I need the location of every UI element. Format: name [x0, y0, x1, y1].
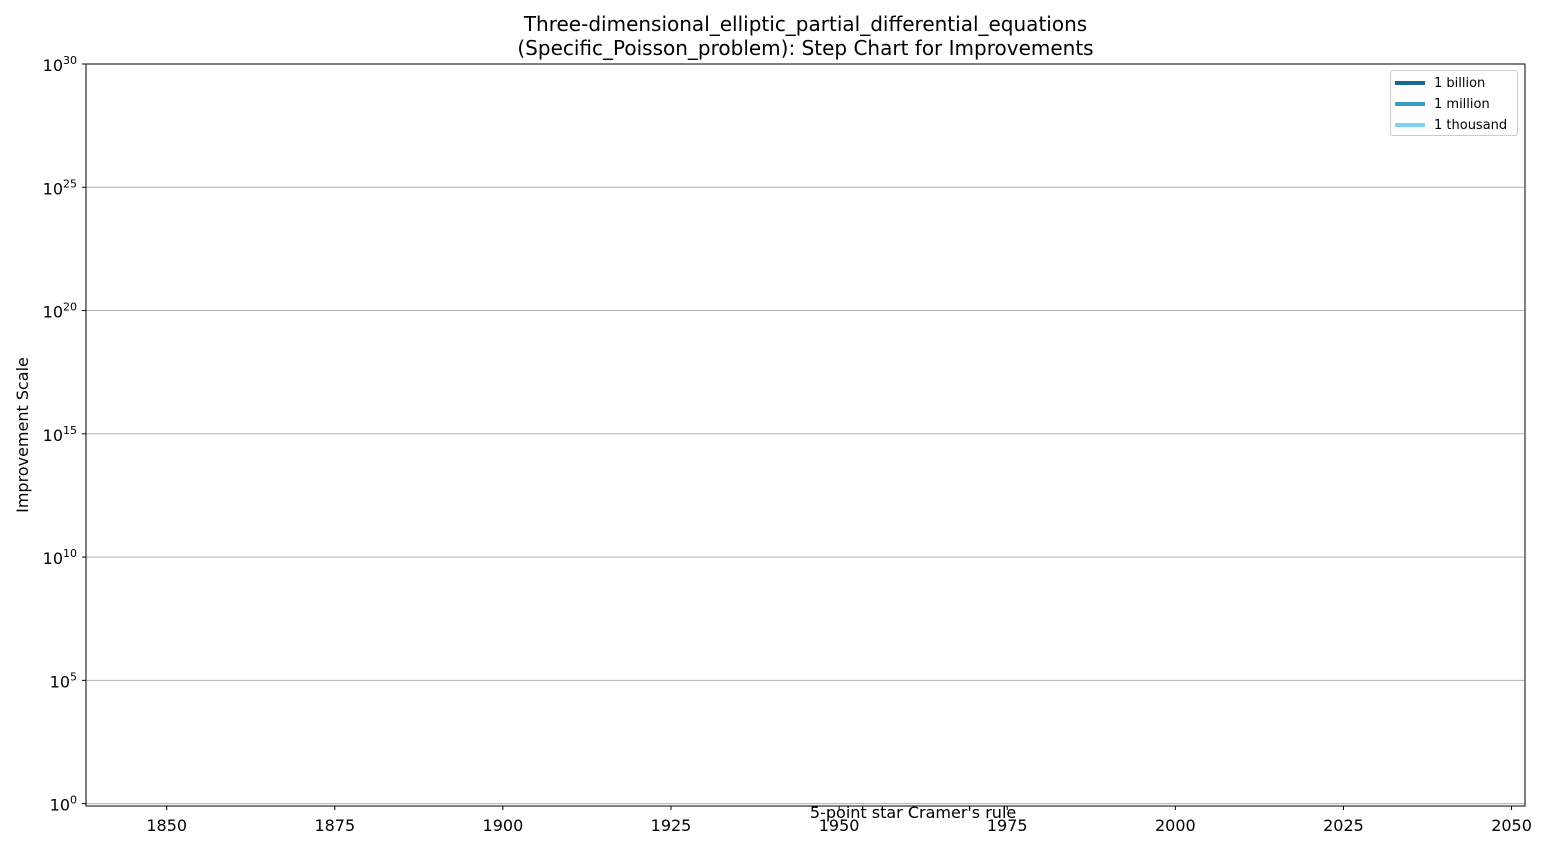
legend-label: 1 billion — [1434, 75, 1486, 91]
legend-swatch — [1395, 102, 1425, 106]
x-tick-label: 2050 — [1491, 816, 1532, 835]
y-axis-label: Improvement Scale — [13, 357, 32, 513]
annotation-label: 5-point star Cramer's rule — [810, 803, 1016, 822]
x-tick-label: 1850 — [146, 816, 187, 835]
y-axis: 100 105 1010 1015 1020 1025 1030 — [43, 54, 86, 815]
y-tick-label: 1030 — [43, 54, 77, 75]
x-tick-label: 1950 — [819, 816, 860, 835]
x-tick-label: 1925 — [651, 816, 692, 835]
y-tick-label: 105 — [50, 670, 77, 691]
y-tick-label: 1015 — [43, 424, 77, 445]
legend-swatch — [1395, 81, 1425, 85]
annotations: 5-point star Cramer's rule — [810, 803, 1016, 822]
x-axis: 1850 1875 1900 1925 1950 1975 2000 2025 2050 — [146, 806, 1532, 835]
x-tick-label: 1975 — [987, 816, 1028, 835]
chart-title-line-2: (Specific_Poisson_problem): Step Chart f… — [517, 36, 1094, 60]
legend-label: 1 thousand — [1434, 117, 1508, 133]
x-tick-label: 1875 — [314, 816, 355, 835]
plot-frame — [85, 63, 1526, 807]
chart-title-line-1: Three-dimensional_elliptic_partial_diffe… — [523, 12, 1088, 36]
y-tick-label: 100 — [50, 794, 77, 815]
y-tick-label: 1025 — [43, 177, 77, 198]
x-tick-label: 1900 — [483, 816, 524, 835]
x-tick-label: 2025 — [1323, 816, 1364, 835]
legend: 1 billion 1 million 1 thousand — [1390, 70, 1518, 136]
gridlines — [86, 63, 1525, 805]
legend-item: 1 thousand — [1395, 116, 1507, 134]
x-tick-label: 2000 — [1155, 816, 1196, 835]
y-tick-label: 1020 — [43, 301, 77, 322]
chart-title: Three-dimensional_elliptic_partial_diffe… — [86, 12, 1525, 60]
legend-item: 1 million — [1395, 95, 1490, 113]
legend-item: 1 billion — [1395, 74, 1485, 92]
y-tick-label: 1010 — [43, 547, 77, 568]
legend-swatch — [1395, 123, 1425, 127]
legend-label: 1 million — [1434, 96, 1490, 112]
